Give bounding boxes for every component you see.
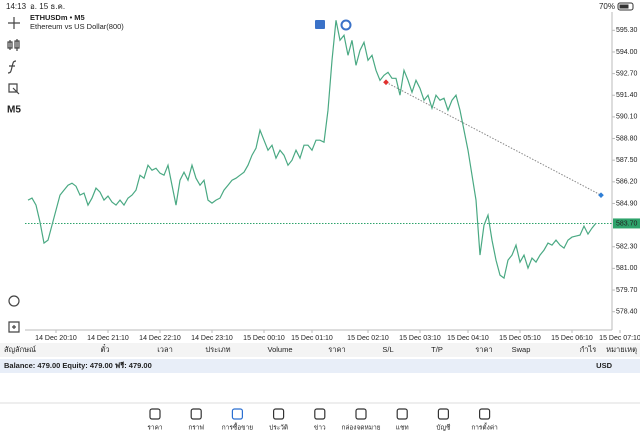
battery-level (619, 4, 629, 9)
zoom-tool[interactable] (8, 295, 20, 307)
tab[interactable]: การซื้อขาย (222, 408, 253, 432)
table-header-cell: Swap (512, 345, 531, 354)
tab-icon (355, 408, 367, 420)
x-tick-label: 15 Dec 02:10 (347, 335, 389, 342)
function-tool[interactable] (7, 60, 17, 74)
table-header-cell: กำไร (580, 345, 597, 354)
x-tick-label: 15 Dec 05:10 (499, 335, 541, 342)
x-tick-label: 14 Dec 22:10 (139, 335, 181, 342)
table-header-cell: Volume (267, 345, 292, 354)
event-icon[interactable] (340, 19, 352, 31)
tab-label: ประวัติ (269, 424, 288, 432)
tab[interactable]: ประวัติ (269, 408, 288, 432)
trade-icon[interactable] (315, 20, 325, 29)
tab[interactable]: กราฟ (188, 408, 204, 432)
tab-label: กราฟ (188, 425, 204, 432)
tab-label: การตั้งค่า (471, 423, 498, 432)
status-date: อ. 15 ธ.ค. (30, 2, 65, 11)
balance-currency: USD (596, 361, 612, 370)
current-price-box (613, 218, 640, 229)
x-tick-label: 14 Dec 23:10 (191, 335, 233, 342)
y-tick-label: 581.00 (616, 265, 638, 272)
x-tick-label: 15 Dec 04:10 (447, 335, 489, 342)
status-battery: 70% (599, 2, 615, 11)
tab-label: ราคา (147, 425, 162, 432)
chart-subtitle: Ethereum vs US Dollar(800) (30, 22, 124, 31)
table-header (0, 343, 640, 357)
table-header-cell: ราคา (475, 345, 492, 354)
timeframe[interactable]: M5 (7, 105, 21, 116)
x-tick-label: 15 Dec 07:10 (599, 335, 640, 342)
chart-title: ETHUSDm • M5 (30, 13, 85, 22)
price-line (27, 20, 597, 280)
y-tick-label: 591.40 (616, 92, 638, 99)
tab-icon (437, 408, 449, 420)
table-header-cell: T/P (431, 345, 443, 354)
x-tick-label: 14 Dec 20:10 (35, 335, 77, 342)
tab-label: กล่องจดหมาย (341, 425, 380, 432)
y-tick-label: 579.70 (616, 287, 638, 294)
table-header-cell: สัญลักษณ์ (4, 345, 36, 354)
y-tick-label: 592.70 (616, 70, 638, 77)
crosshair-tool[interactable] (8, 17, 20, 29)
y-tick-label: 595.30 (616, 27, 638, 34)
table-header-cell: ประเภท (205, 345, 230, 354)
y-tick-label: 578.40 (616, 309, 638, 316)
balance-text: Balance: 479.00 Equity: 479.00 ฟรี: 479.… (4, 361, 152, 370)
y-tick-label: 582.30 (616, 244, 638, 251)
y-tick-label: 587.50 (616, 157, 638, 164)
tab[interactable]: บัญชี (436, 408, 451, 432)
status-time: 14:13 (6, 2, 27, 11)
table-header-cell: หมายเหตุ (606, 345, 637, 354)
tab-icon (149, 408, 161, 420)
tab-icon (231, 408, 243, 420)
tab-label: แชท (396, 425, 409, 432)
table-header-cell: S/L (382, 345, 393, 354)
tab-icon (314, 408, 326, 420)
tab[interactable]: ราคา (147, 408, 163, 432)
y-tick-label: 584.90 (616, 200, 638, 207)
y-tick-label: 588.80 (616, 135, 638, 142)
tab[interactable]: กล่องจดหมาย (341, 408, 381, 432)
tab-label: บัญชี (436, 424, 451, 432)
x-tick-label: 15 Dec 00:10 (243, 335, 285, 342)
x-tick-label: 15 Dec 01:10 (291, 335, 333, 342)
toolbar (7, 17, 20, 333)
trendline (385, 81, 602, 196)
add-tool[interactable] (8, 321, 20, 333)
table-header-cell: เวลา (157, 345, 173, 354)
y-tick-label: 590.10 (616, 114, 638, 121)
indicator-tool[interactable] (7, 39, 20, 51)
y-tick-label: 594.00 (616, 49, 638, 56)
battery-icon (617, 2, 634, 11)
tab-icon (273, 408, 285, 420)
objects-tool[interactable] (8, 83, 20, 95)
tab-icon (479, 408, 491, 420)
balance-row (0, 359, 640, 373)
x-tick-label: 15 Dec 06:10 (551, 335, 593, 342)
table-header-cell: ราคา (328, 345, 345, 354)
x-tick-label: 14 Dec 21:10 (87, 335, 129, 342)
trendline-point (598, 192, 604, 198)
tab-icon (190, 408, 202, 420)
tab-label: การซื้อขาย (222, 423, 253, 432)
trendline-point (383, 79, 389, 86)
table-header-cell: ตั๋ว (100, 344, 109, 354)
y-tick-label: 586.20 (616, 179, 638, 186)
tab[interactable]: แชท (396, 408, 409, 432)
tab-label: ข่าว (314, 425, 326, 432)
x-tick-label: 15 Dec 03:10 (399, 335, 441, 342)
tab[interactable]: ข่าว (314, 408, 326, 432)
x-ticks: 14 Dec 20:10 14 Dec 21:10 14 Dec 22:10 14 D… (35, 330, 640, 342)
tab-icon (396, 408, 408, 420)
current-price-label: 583.70 (616, 220, 638, 227)
tab[interactable]: การตั้งค่า (471, 408, 498, 432)
